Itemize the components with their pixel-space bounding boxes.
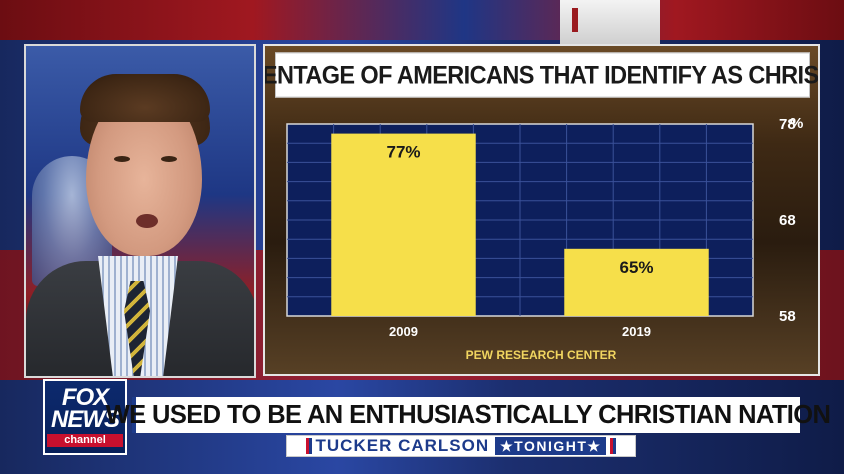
chart-area: 77% 65% 58 68 78 2009 2019 % PEW RESEARCH CE… [265, 104, 818, 374]
data-label-2019: 65% [619, 258, 653, 277]
y-tick-68: 68 [779, 212, 796, 229]
source-label: PEW RESEARCH CENTER [466, 348, 617, 362]
headline-banner: WE USED TO BE AN ENTHUSIASTICALLY CHRIST… [106, 397, 831, 433]
x-axis-ticks: 2009 2019 [389, 324, 651, 339]
set-light-panel [560, 0, 660, 45]
bar-2009 [331, 133, 476, 316]
bar-chart: 77% 65% 58 68 78 2009 2019 % PEW RESEARCH CE… [286, 115, 803, 362]
flag-icon [610, 438, 617, 454]
show-name-bar: TUCKER CARLSON ★TONIGHT★ [286, 435, 636, 457]
show-suffix: ★TONIGHT★ [495, 437, 607, 455]
y-tick-58: 58 [779, 308, 796, 325]
y-unit-label: % [790, 115, 803, 132]
bars: 77% 65% [331, 133, 709, 316]
chart-title: PERCENTAGE OF AMERICANS THAT IDENTIFY AS… [265, 52, 818, 98]
chart-graphic: PERCENTAGE OF AMERICANS THAT IDENTIFY AS… [263, 44, 820, 376]
x-tick-2019: 2019 [622, 324, 651, 339]
y-axis-ticks: 58 68 78 [779, 116, 796, 325]
flag-icon [305, 438, 312, 454]
host-video [24, 44, 256, 378]
y-tick-78: 78 [779, 116, 796, 133]
fox-news-logo: FOX NEWS channel [43, 379, 127, 455]
x-tick-2009: 2009 [389, 324, 418, 339]
data-label-2009: 77% [386, 143, 420, 162]
show-name: TUCKER CARLSON [315, 436, 490, 455]
bar-2019 [564, 248, 709, 316]
